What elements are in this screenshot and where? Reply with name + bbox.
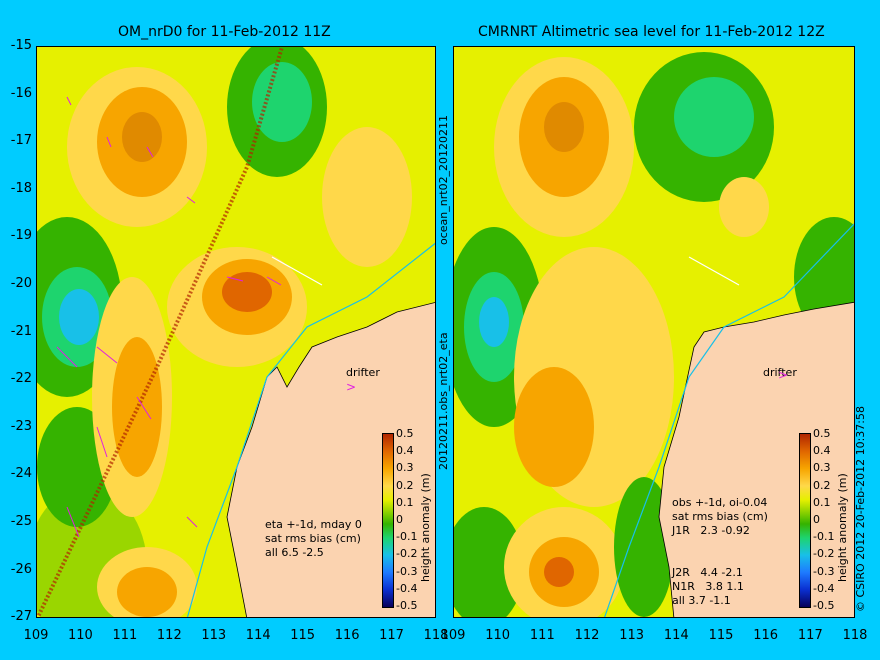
colorbar-tick: 0 <box>813 513 820 526</box>
colorbar-tick: 0 <box>396 513 403 526</box>
colorbar-tick: -0.5 <box>813 599 835 612</box>
latitude-tick: -20 <box>10 276 32 291</box>
satellite-track <box>37 47 284 617</box>
latitude-tick: -15 <box>10 38 32 53</box>
longitude-tick: 114 <box>245 628 271 643</box>
colorbar-tick: -0.4 <box>813 581 835 595</box>
left-side-label: ocean_nrt02_20120211 <box>437 114 450 245</box>
colorbar-tick: 0.2 <box>813 478 831 492</box>
colorbar-tick: -0.5 <box>396 599 418 612</box>
sea-level-contours <box>454 52 854 617</box>
colorbar-tick: -0.3 <box>396 564 418 578</box>
longitude-tick: 113 <box>201 628 227 643</box>
longitude-tick: 109 <box>23 628 49 643</box>
left-stats: eta +-1d, mday 0 sat rms bias (cm) all 6.5… <box>265 518 362 559</box>
latitude-tick: -17 <box>10 133 32 149</box>
longitude-tick: 117 <box>379 628 404 643</box>
right-map <box>454 47 854 617</box>
shelf-contour <box>604 223 854 617</box>
latitude-tick: -18 <box>10 180 32 196</box>
latitude-tick: -19 <box>10 228 32 244</box>
longitude-tick: 113 <box>619 628 645 643</box>
colorbar-tick: 0.1 <box>813 495 831 509</box>
right-map-title: CMRNRT Altimetric sea level for 11-Feb-2… <box>478 24 825 40</box>
right-drifter-label: drifter <box>763 366 797 379</box>
longitude-tick: 114 <box>663 628 689 643</box>
colorbar-tick: 0.4 <box>813 444 831 458</box>
longitude-tick: 117 <box>797 628 823 643</box>
latitude-tick: -21 <box>10 323 32 339</box>
colorbar-tick: -0.2 <box>813 547 835 561</box>
colorbar-tick: -0.1 <box>396 530 418 544</box>
longitude-tick: 115 <box>290 628 316 643</box>
longitude-tick: 118 <box>423 628 449 643</box>
longitude-tick: 111 <box>112 628 138 643</box>
longitude-tick: 116 <box>753 628 779 643</box>
colorbar-tick: 0.3 <box>396 461 414 475</box>
left-map <box>37 47 435 617</box>
longitude-tick: 110 <box>68 628 93 643</box>
right-colorbar <box>799 433 811 608</box>
right-side-label: 20120211.obs_nrt02_eta <box>437 332 450 470</box>
sea-level-contours <box>37 47 412 617</box>
longitude-tick: 118 <box>842 628 868 643</box>
longitude-tick: 115 <box>708 628 734 643</box>
colorbar-tick: 0.1 <box>396 495 414 509</box>
left-map-panel <box>36 46 436 618</box>
right-stats: obs +-1d, oi-0.04 sat rms bias (cm) J1R 2.… <box>672 496 768 607</box>
latitude-tick: -27 <box>10 609 32 625</box>
left-drifter-arrow: > <box>346 380 357 394</box>
colorbar-tick: 0.2 <box>396 478 414 492</box>
latitude-tick: -16 <box>10 85 32 101</box>
latitude-tick: -23 <box>10 418 32 434</box>
transect-line <box>688 256 740 286</box>
drifter-vectors <box>56 96 282 538</box>
colorbar-tick: -0.3 <box>813 564 835 578</box>
right-map-panel <box>453 46 855 618</box>
left-drifter-label: drifter <box>346 366 380 379</box>
latitude-tick: -25 <box>10 514 32 529</box>
longitude-tick: 111 <box>529 628 555 643</box>
colorbar-tick: -0.2 <box>396 547 418 561</box>
colorbar-tick: 0.5 <box>396 427 414 440</box>
right-colorbar-label: height anomaly (m) <box>836 473 849 582</box>
shelf-contour <box>186 242 435 617</box>
colorbar-tick: -0.4 <box>396 581 418 595</box>
copyright-text: © CSIRO 2012 20-Feb-2012 10:37:58 <box>854 406 867 612</box>
latitude-tick: -22 <box>10 371 32 387</box>
longitude-tick: 109 <box>440 628 466 643</box>
longitude-tick: 110 <box>485 628 511 643</box>
colorbar-tick: 0.5 <box>813 427 831 440</box>
longitude-tick: 112 <box>156 628 182 643</box>
latitude-tick: -24 <box>10 466 32 482</box>
longitude-tick: 112 <box>574 628 600 643</box>
longitude-tick: 116 <box>334 628 360 643</box>
colorbar-tick: 0.4 <box>396 444 414 458</box>
transect-line <box>271 256 323 286</box>
latitude-tick: -26 <box>10 561 32 577</box>
left-colorbar-label: height anomaly (m) <box>419 473 432 582</box>
left-colorbar <box>382 433 394 608</box>
colorbar-tick: -0.1 <box>813 530 835 544</box>
left-map-title: OM_nrD0 for 11-Feb-2012 11Z <box>118 24 331 40</box>
right-drifter-arrow: > <box>778 368 789 382</box>
colorbar-tick: 0.3 <box>813 461 831 475</box>
